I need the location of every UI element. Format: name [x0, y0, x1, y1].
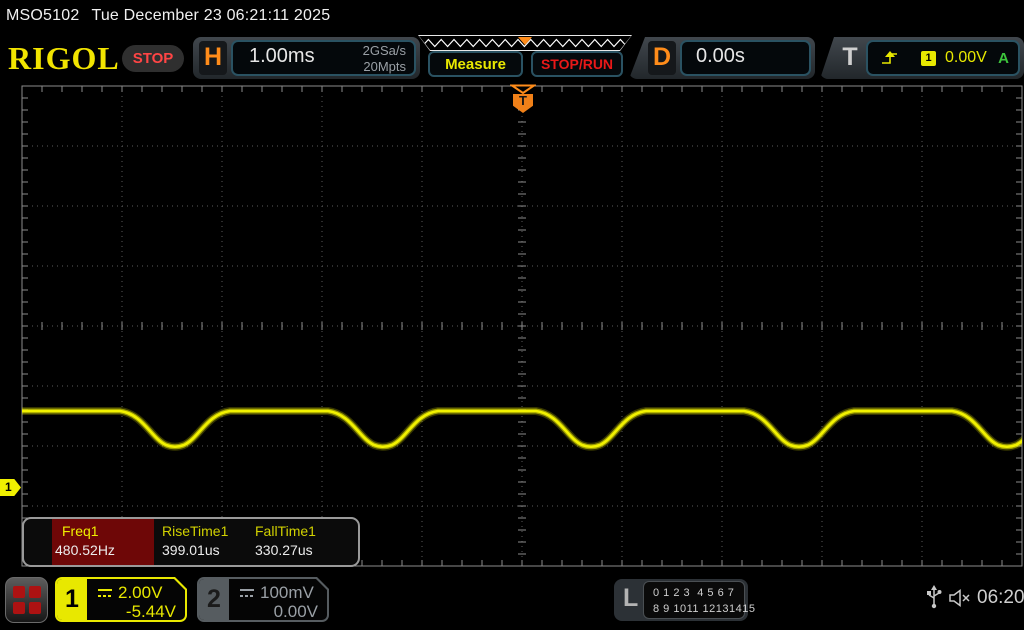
channel2-tab[interactable]: 2	[199, 579, 229, 620]
preview-zigzag-icon	[419, 36, 631, 50]
channel1-tab[interactable]: 1	[57, 579, 87, 620]
acquisition-info: 2GSa/s 20Mpts	[363, 43, 406, 75]
clock: 06:20	[977, 587, 1024, 608]
run-state-indicator[interactable]: STOP	[122, 45, 184, 72]
measurement-panel[interactable]: Freq1 480.52Hz RiseTime1 399.01us FallTi…	[22, 517, 360, 567]
measurement-label[interactable]: Freq1	[62, 523, 99, 539]
stop-run-button[interactable]: STOP/RUN	[531, 51, 623, 77]
channel1-offset: -5.44V	[125, 602, 176, 621]
dc-coupling-icon	[97, 587, 113, 599]
timebase-value: 1.00ms	[249, 45, 315, 67]
channel1-ground-marker[interactable]: 1	[0, 479, 21, 496]
memory-depth: 20Mpts	[363, 59, 406, 74]
waveform-preview-strip[interactable]	[418, 35, 632, 51]
preview-strip-inner	[419, 36, 631, 50]
channel2-offset: 0.00V	[273, 602, 318, 621]
dc-coupling-icon	[239, 587, 255, 599]
measurement-value: 330.27us	[255, 542, 313, 558]
channel2-scale: 100mV	[260, 583, 314, 602]
trigger-source-badge: 1	[921, 50, 936, 66]
measurement-value: 399.01us	[162, 542, 220, 558]
trigger-level-value: 0.00V	[945, 49, 987, 66]
datetime: Tue December 23 06:21:11 2025	[91, 7, 331, 24]
channel1-button[interactable]: 2.00V -5.44V 1	[55, 577, 187, 622]
measurement-label[interactable]: FallTime1	[255, 523, 316, 539]
logic-row-2: 8 9 1011 12131415	[653, 603, 756, 615]
delay-settings-button[interactable]: D 0.00s	[629, 37, 815, 79]
measurement-label[interactable]: RiseTime1	[162, 523, 229, 539]
trigger-position-triangle-icon[interactable]	[510, 84, 536, 94]
menu-button[interactable]	[5, 577, 48, 623]
trigger-settings-button[interactable]: T 1 0.00V A	[820, 37, 1024, 79]
measurement-value: 480.52Hz	[55, 542, 115, 558]
trigger-position-marker[interactable]: T	[513, 94, 533, 113]
measurement-highlight	[52, 519, 154, 565]
channel2-button[interactable]: 100mV 0.00V 2	[197, 577, 329, 622]
horizontal-label: H	[199, 41, 227, 75]
logic-channels-button[interactable]: L 0 1 2 3 4 5 6 7 8 9 1011 12131415	[614, 579, 756, 621]
logic-label: L	[623, 584, 639, 612]
delay-value: 0.00s	[696, 45, 745, 67]
usb-icon	[927, 585, 942, 609]
sample-rate: 2GSa/s	[362, 43, 406, 58]
speaker-muted-icon[interactable]	[948, 589, 973, 607]
horizontal-settings-button[interactable]: H 1.00ms 2GSa/s 20Mpts	[193, 37, 420, 79]
measure-button[interactable]: Measure	[428, 51, 523, 77]
trigger-box[interactable]: 1 0.00V A	[866, 40, 1020, 76]
menu-grid-icon	[12, 586, 41, 614]
delay-label: D	[648, 41, 676, 75]
trigger-label: T	[842, 43, 858, 71]
model-name: MSO5102	[6, 7, 80, 24]
channel1-scale: 2.00V	[118, 583, 163, 602]
titlebar: MSO5102 Tue December 23 06:21:11 2025	[6, 7, 342, 25]
logic-row-1: 0 1 2 3 4 5 6 7	[653, 587, 735, 599]
timebase-box[interactable]: 1.00ms 2GSa/s 20Mpts	[231, 40, 416, 76]
preview-trigger-marker-icon	[518, 37, 532, 45]
rigol-logo: RIGOL	[8, 40, 120, 76]
delay-box[interactable]: 0.00s	[680, 40, 811, 76]
trigger-slope-icon	[882, 51, 897, 64]
logic-channels-list: 0 1 2 3 4 5 6 7 8 9 1011 12131415	[643, 581, 756, 619]
trigger-mode: A	[998, 49, 1009, 67]
